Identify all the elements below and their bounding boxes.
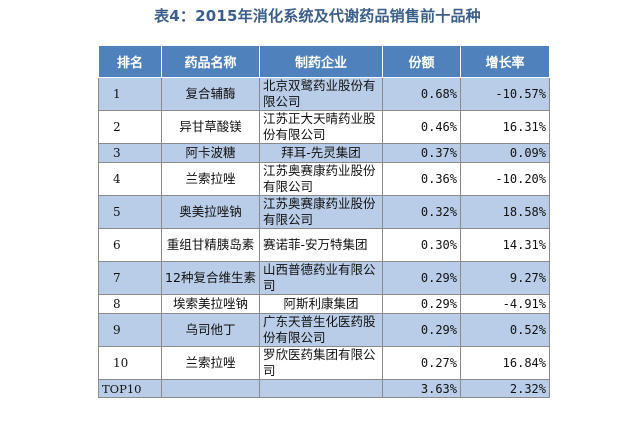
total-growth: 2.32%	[460, 379, 550, 398]
rank-cell: 2	[98, 110, 162, 144]
table-row: 3 阿卡波糖 拜耳-先灵集团 0.37% 0.09%	[98, 143, 550, 163]
company-cell: 北京双鹭药业股份有限公司	[259, 77, 383, 111]
rank-cell: 8	[98, 294, 162, 314]
drug-cell: 兰索拉唑	[161, 346, 260, 380]
company-cell: 广东天普生化医药股份有限公司	[259, 313, 383, 347]
total-share: 3.63%	[382, 379, 461, 398]
header-row: 排名 药品名称 制药企业 份额 增长率	[98, 45, 550, 78]
company-cell: 阿斯利康集团	[259, 294, 383, 314]
total-row: TOP10 3.63% 2.32%	[98, 379, 550, 398]
table-row: 5 奥美拉唑钠 江苏奥赛康药业股份有限公司 0.32% 18.58%	[98, 195, 550, 229]
drug-cell: 奥美拉唑钠	[161, 195, 260, 229]
growth-cell: 0.09%	[460, 143, 550, 163]
share-cell: 0.68%	[382, 77, 461, 111]
rank-cell: 3	[98, 143, 162, 163]
growth-cell: 16.84%	[460, 346, 550, 380]
rank-cell: 7	[98, 261, 162, 295]
rank-cell: 9	[98, 313, 162, 347]
drug-cell: 异甘草酸镁	[161, 110, 260, 144]
rank-cell: 1	[98, 77, 162, 111]
company-cell: 赛诺菲-安万特集团	[259, 228, 383, 262]
table-row: 7 12种复合维生素 山西普德药业有限公司 0.29% 9.27%	[98, 261, 550, 295]
drug-cell: 复合辅酶	[161, 77, 260, 111]
company-cell: 江苏奥赛康药业股份有限公司	[259, 195, 383, 229]
company-cell: 拜耳-先灵集团	[259, 143, 383, 163]
share-cell: 0.32%	[382, 195, 461, 229]
table-row: 4 兰索拉唑 江苏奥赛康药业股份有限公司 0.36% -10.20%	[98, 162, 550, 196]
share-cell: 0.27%	[382, 346, 461, 380]
growth-cell: 18.58%	[460, 195, 550, 229]
growth-cell: -10.20%	[460, 162, 550, 196]
sales-table: 排名 药品名称 制药企业 份额 增长率 1 复合辅酶 北京双鹭药业股份有限公司 …	[98, 45, 550, 398]
total-drug-cell	[161, 379, 260, 398]
table-row: 1 复合辅酶 北京双鹭药业股份有限公司 0.68% -10.57%	[98, 77, 550, 111]
drug-cell: 12种复合维生素	[161, 261, 260, 295]
share-cell: 0.46%	[382, 110, 461, 144]
header-share: 份额	[382, 45, 461, 78]
header-growth: 增长率	[460, 45, 550, 78]
company-cell: 罗欣医药集团有限公司	[259, 346, 383, 380]
company-cell: 江苏正大天晴药业股份有限公司	[259, 110, 383, 144]
rank-cell: 5	[98, 195, 162, 229]
total-label: TOP10	[98, 379, 162, 398]
rank-cell: 10	[98, 346, 162, 380]
company-cell: 山西普德药业有限公司	[259, 261, 383, 295]
growth-cell: -10.57%	[460, 77, 550, 111]
growth-cell: 14.31%	[460, 228, 550, 262]
table-row: 10 兰索拉唑 罗欣医药集团有限公司 0.27% 16.84%	[98, 346, 550, 380]
drug-cell: 重组甘精胰岛素	[161, 228, 260, 262]
table-row: 9 乌司他丁 广东天普生化医药股份有限公司 0.29% 0.52%	[98, 313, 550, 347]
growth-cell: 16.31%	[460, 110, 550, 144]
share-cell: 0.29%	[382, 294, 461, 314]
table-row: 2 异甘草酸镁 江苏正大天晴药业股份有限公司 0.46% 16.31%	[98, 110, 550, 144]
table-row: 8 埃索美拉唑钠 阿斯利康集团 0.29% -4.91%	[98, 294, 550, 314]
share-cell: 0.36%	[382, 162, 461, 196]
growth-cell: 0.52%	[460, 313, 550, 347]
rank-cell: 6	[98, 228, 162, 262]
share-cell: 0.30%	[382, 228, 461, 262]
header-rank: 排名	[98, 45, 162, 78]
growth-cell: -4.91%	[460, 294, 550, 314]
rank-cell: 4	[98, 162, 162, 196]
growth-cell: 9.27%	[460, 261, 550, 295]
share-cell: 0.37%	[382, 143, 461, 163]
total-company-cell	[259, 379, 383, 398]
table-title: 表4：2015年消化系统及代谢药品销售前十品种	[154, 7, 481, 25]
drug-cell: 乌司他丁	[161, 313, 260, 347]
drug-cell: 埃索美拉唑钠	[161, 294, 260, 314]
share-cell: 0.29%	[382, 261, 461, 295]
company-cell: 江苏奥赛康药业股份有限公司	[259, 162, 383, 196]
share-cell: 0.29%	[382, 313, 461, 347]
drug-cell: 兰索拉唑	[161, 162, 260, 196]
header-drug: 药品名称	[161, 45, 260, 78]
table-row: 6 重组甘精胰岛素 赛诺菲-安万特集团 0.30% 14.31%	[98, 228, 550, 262]
header-company: 制药企业	[259, 45, 383, 78]
drug-cell: 阿卡波糖	[161, 143, 260, 163]
